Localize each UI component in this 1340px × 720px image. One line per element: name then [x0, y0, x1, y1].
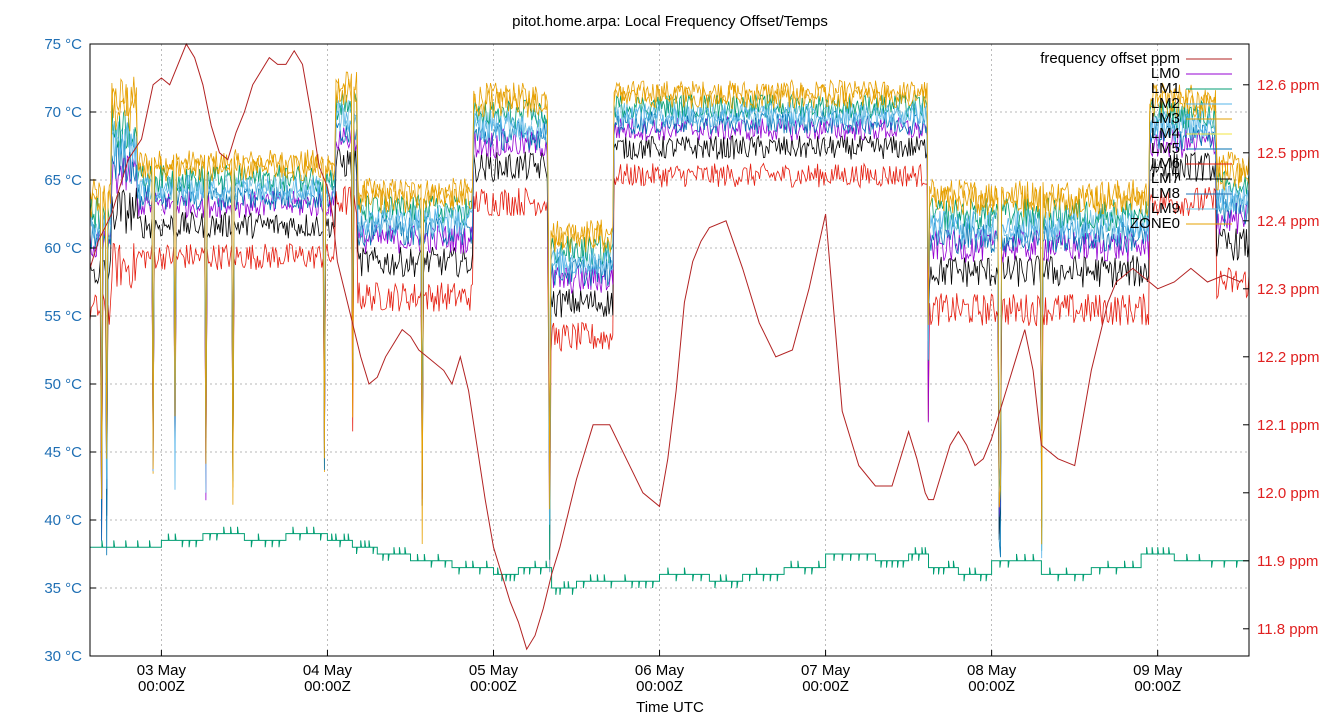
x-tick-sublabel: 00:00Z: [304, 678, 351, 695]
temperature-line-lm1: [89, 91, 1250, 560]
y-left-tick-label: 65 °C: [44, 172, 82, 189]
x-tick-label: 06 May: [635, 662, 685, 679]
y-right-tick-label: 12.6 ppm: [1257, 77, 1320, 94]
frequency-series-layer: [89, 42, 1241, 651]
x-tick-sublabel: 00:00Z: [470, 678, 517, 695]
plot-frame: [89, 43, 1250, 657]
y-left-tick-label: 35 °C: [44, 580, 82, 597]
x-tick-sublabel: 00:00Z: [1134, 678, 1181, 695]
x-tick-label: 05 May: [469, 662, 519, 679]
y-right-tick-label: 12.5 ppm: [1257, 145, 1320, 162]
y-right-tick-label: 12.0 ppm: [1257, 485, 1320, 502]
y-right-tick-label: 11.9 ppm: [1257, 553, 1318, 570]
y-right-tick-label: 12.3 ppm: [1257, 281, 1320, 298]
temperature-line-lm7: [89, 134, 1250, 540]
y-left-tick-label: 30 °C: [44, 648, 82, 665]
temperature-series-layer: [89, 71, 1250, 573]
lm1-series-layer: [90, 526, 1250, 595]
legend-label: LM7: [1151, 170, 1180, 187]
legend-label: LM3: [1151, 110, 1180, 127]
x-tick-sublabel: 00:00Z: [636, 678, 683, 695]
x-tick-label: 07 May: [801, 662, 851, 679]
legend-label: LM6: [1151, 155, 1180, 172]
legend-label: ZONE0: [1130, 215, 1180, 232]
temperature-line-lm0: [89, 115, 1250, 541]
temperature-line-lm2: [89, 102, 1250, 559]
y-right-tick-label: 12.2 ppm: [1257, 349, 1320, 366]
legend-label: LM1: [1151, 80, 1180, 97]
legend-label: LM9: [1151, 200, 1180, 217]
temperature-line-lm6: [89, 162, 1250, 572]
legend: frequency offset ppmLM0LM1LM2LM3LM4LM5LM…: [1040, 50, 1232, 232]
axis-labels-layer: 30 °C 35 °C 40 °C 45 °C 50 °C 55 °C 60 °C 65 °C…: [44, 36, 1319, 695]
legend-label: LM0: [1151, 65, 1180, 82]
x-tick-label: 03 May: [137, 662, 187, 679]
lm1-step-line: [90, 526, 1250, 595]
temperature-line-lm9: [89, 100, 1250, 573]
y-right-tick-label: 12.4 ppm: [1257, 213, 1320, 230]
temperature-line-lm5: [89, 109, 1250, 558]
y-left-tick-label: 75 °C: [44, 36, 82, 53]
y-right-tick-label: 11.8 ppm: [1257, 621, 1318, 638]
chart-title: pitot.home.arpa: Local Frequency Offset/…: [512, 13, 828, 30]
legend-label: LM8: [1151, 185, 1180, 202]
y-left-tick-label: 70 °C: [44, 104, 82, 121]
y-left-tick-label: 45 °C: [44, 444, 82, 461]
x-tick-label: 08 May: [967, 662, 1017, 679]
y-left-tick-label: 50 °C: [44, 376, 82, 393]
legend-label: frequency offset ppm: [1040, 50, 1180, 67]
temperature-line-zone0: [89, 78, 1250, 545]
legend-label: LM2: [1151, 95, 1180, 112]
x-tick-label: 09 May: [1133, 662, 1183, 679]
x-tick-sublabel: 00:00Z: [968, 678, 1015, 695]
frequency-offset-line: [89, 42, 1241, 651]
legend-label: LM4: [1151, 125, 1180, 142]
y-left-tick-label: 40 °C: [44, 512, 82, 529]
x-tick-sublabel: 00:00Z: [802, 678, 849, 695]
y-right-tick-label: 12.1 ppm: [1257, 417, 1320, 434]
x-tick-sublabel: 00:00Z: [138, 678, 185, 695]
x-tick-label: 04 May: [303, 662, 353, 679]
y-left-tick-label: 55 °C: [44, 308, 82, 325]
y-left-tick-label: 60 °C: [44, 240, 82, 257]
x-axis-label: Time UTC: [636, 699, 704, 716]
legend-label: LM5: [1151, 140, 1180, 157]
